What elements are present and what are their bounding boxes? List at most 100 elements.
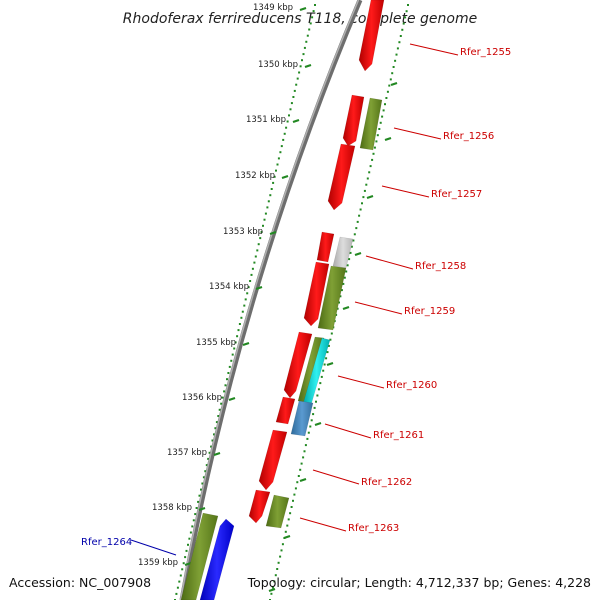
leader-line-rfer-1257 <box>381 185 430 198</box>
scale-tick <box>213 451 221 457</box>
ruler-dot <box>217 415 220 417</box>
ruler-dot <box>260 231 263 233</box>
ruler-dot <box>178 580 181 583</box>
gene-rfer-1263-red[interactable] <box>248 489 271 524</box>
ruler-dot <box>391 72 394 75</box>
gene-rfer-1263-olive[interactable] <box>265 494 290 529</box>
gene-label-rfer-1261[interactable]: Rfer_1261 <box>373 430 424 441</box>
ruler-dot <box>313 406 316 409</box>
ruler-dot <box>382 109 385 112</box>
ruler-dot <box>243 304 246 307</box>
gene-label-rfer-1258[interactable]: Rfer_1258 <box>415 261 466 272</box>
leader-line-rfer-1256 <box>393 127 442 140</box>
ruler-dot <box>292 499 294 502</box>
gene-rfer-1256-red[interactable] <box>342 94 365 147</box>
ruler-dot <box>270 188 273 190</box>
genes <box>180 0 385 600</box>
ruler-dot <box>249 280 252 282</box>
leader-line-rfer-1255 <box>409 43 459 56</box>
gene-label-rfer-1257[interactable]: Rfer_1257 <box>431 189 482 200</box>
gene-label-rfer-1255[interactable]: Rfer_1255 <box>460 47 511 58</box>
gene-labels: Rfer_1255 Rfer_1256 Rfer_1257 Rfer_1258 Rfer… <box>81 47 511 548</box>
gene-rfer-1260-red[interactable] <box>283 331 313 399</box>
ruler-dot <box>304 444 307 447</box>
gene-rfer-1262[interactable] <box>258 429 288 491</box>
gene-rfer-1261-steel[interactable] <box>290 400 314 437</box>
gene-rfer-1257[interactable] <box>327 143 356 211</box>
gene-label-rfer-1262[interactable]: Rfer_1262 <box>361 477 412 488</box>
gene-rfer-1261-red[interactable] <box>275 396 296 425</box>
ruler-dot <box>241 310 244 313</box>
ruler-dot <box>298 71 301 74</box>
gene-rfer-1256-olive[interactable] <box>359 97 383 151</box>
ruler-dot <box>309 22 312 25</box>
ruler-dot <box>259 237 262 240</box>
ruler-dot <box>366 177 369 180</box>
ruler-dot <box>355 227 358 230</box>
gene-rfer-1258-red[interactable] <box>316 231 335 263</box>
scale-label-1359-kbp: 1359 kbp <box>138 558 178 568</box>
ruler-dot <box>305 40 308 43</box>
scale-label-1356-kbp: 1356 kbp <box>182 393 222 403</box>
ruler-dot <box>271 586 274 589</box>
ruler-dot <box>371 158 374 161</box>
ruler-dot <box>251 267 254 270</box>
scale-label-1350-kbp: 1350 kbp <box>258 60 298 70</box>
ruler-dot <box>267 200 270 203</box>
ruler-dot <box>201 482 204 485</box>
ruler-dot <box>372 152 375 155</box>
scale-label-1351-kbp: 1351 kbp <box>246 115 286 125</box>
ruler-dot <box>292 96 295 98</box>
ruler-dot <box>385 97 388 99</box>
ruler-dot <box>280 145 283 148</box>
ruler-dot <box>312 10 315 13</box>
gene-rfer-1259-olive[interactable] <box>317 265 347 331</box>
ruler-dot <box>184 556 187 559</box>
ruler-dot <box>407 4 409 6</box>
scale-label-1352-kbp: 1352 kbp <box>235 171 275 181</box>
gene-rfer-1264[interactable] <box>180 512 219 600</box>
genome-backbone <box>179 0 363 600</box>
ruler-dot <box>299 468 302 471</box>
ruler-dot <box>330 332 333 335</box>
ruler-dot <box>228 365 231 368</box>
ruler-dot <box>349 251 352 254</box>
leader-line-rfer-1258 <box>365 255 414 270</box>
ruler-dot <box>230 359 233 362</box>
ruler-dot <box>283 132 286 135</box>
gene-rfer-1259-red[interactable] <box>303 261 330 327</box>
ruler-dot <box>386 90 389 93</box>
ruler-dot <box>194 513 197 516</box>
gene-label-rfer-1256[interactable]: Rfer_1256 <box>443 131 494 142</box>
track-tick <box>326 361 334 367</box>
ruler-dot <box>392 66 395 68</box>
ruler-dot <box>320 375 323 378</box>
ruler-dot <box>273 175 276 178</box>
gene-rfer-1255[interactable] <box>358 0 385 72</box>
ruler-dot <box>231 353 234 356</box>
ruler-dot <box>262 224 264 227</box>
scale-tick <box>304 63 312 69</box>
gene-label-rfer-1263[interactable]: Rfer_1263 <box>348 523 399 534</box>
ruler-dot <box>346 264 349 267</box>
ruler-dot <box>270 592 273 595</box>
gene-label-rfer-1260[interactable]: Rfer_1260 <box>386 380 437 391</box>
gene-rfer-1265[interactable] <box>199 518 235 600</box>
gene-label-rfer-1264[interactable]: Rfer_1264 <box>81 537 132 548</box>
ruler-dot <box>388 84 391 87</box>
ruler-dot <box>322 369 325 372</box>
ruler-dot <box>296 481 299 484</box>
ruler-dot <box>289 512 292 515</box>
ruler-dot <box>286 524 289 527</box>
ruler-dot <box>327 344 330 347</box>
ruler-dot <box>280 549 283 552</box>
ruler-dot <box>285 126 288 129</box>
ruler-dot <box>306 437 309 440</box>
ruler-dot <box>233 347 236 350</box>
ruler-dot <box>402 22 405 25</box>
gene-label-rfer-1259[interactable]: Rfer_1259 <box>404 306 455 317</box>
ruler-dot <box>363 189 366 192</box>
ruler-dot <box>350 245 353 248</box>
ruler-dot <box>181 568 184 571</box>
scale-label-1358-kbp: 1358 kbp <box>152 503 192 513</box>
